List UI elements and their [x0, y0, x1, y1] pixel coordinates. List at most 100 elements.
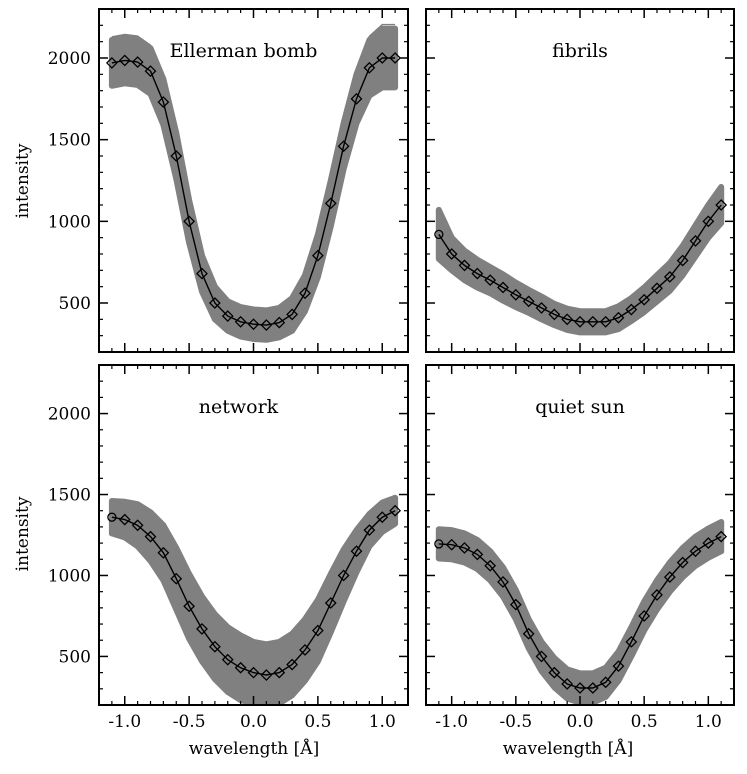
data-point — [286, 658, 299, 671]
x-tick-label: 0.0 — [240, 712, 267, 732]
data-point — [715, 530, 728, 543]
data-point — [445, 538, 458, 551]
data-point — [221, 310, 234, 322]
panel-title: fibrils — [552, 40, 608, 62]
x-tick-label: 0.0 — [566, 712, 593, 732]
data-point — [131, 519, 144, 532]
data-point — [144, 530, 157, 543]
individual-profile — [111, 503, 396, 660]
data-point — [471, 548, 484, 561]
data-point — [157, 96, 170, 109]
panel-title: quiet sun — [535, 396, 625, 418]
panel-bottom-left: -1.0 -0.5 0.0 0.5 1.0 500 1000 1500 2000 network — [48, 364, 409, 732]
data-point — [324, 597, 337, 609]
data-point — [434, 539, 444, 549]
x-tick-label: -1.0 — [108, 712, 141, 732]
individual-profile — [111, 43, 396, 319]
individual-profile — [438, 527, 722, 681]
data-point — [651, 282, 663, 295]
data-point — [260, 319, 273, 331]
profile-spread-band — [108, 25, 399, 343]
individual-profile — [111, 497, 396, 647]
y-tick-label: 1000 — [48, 212, 91, 232]
data-point — [548, 308, 561, 321]
data-point — [118, 513, 131, 526]
y-tick-label: 500 — [59, 647, 91, 667]
x-tick-label: -0.5 — [173, 712, 206, 732]
data-point — [689, 545, 702, 558]
data-point — [350, 545, 363, 558]
y-tick-label: 500 — [59, 294, 91, 314]
individual-profile — [111, 77, 396, 337]
individual-profile — [438, 525, 722, 678]
x-tick-label: 1.0 — [369, 712, 396, 732]
panel-title: network — [199, 396, 279, 418]
data-point — [484, 274, 497, 287]
data-point — [389, 504, 402, 517]
y-axis-label-bottom: intensity — [13, 496, 33, 571]
x-axis-label-right: wavelength [Å] — [503, 738, 633, 759]
data-point — [586, 682, 599, 694]
data-point — [522, 627, 535, 640]
individual-profile — [438, 201, 722, 321]
individual-profile — [111, 23, 396, 309]
data-point — [260, 669, 273, 681]
individual-profile — [438, 537, 722, 690]
data-point — [221, 653, 234, 666]
y-tick-label: 2000 — [48, 49, 91, 69]
data-point — [196, 267, 208, 280]
data-point — [107, 512, 117, 522]
data-point — [183, 215, 196, 228]
x-tick-label: -1.0 — [435, 712, 468, 732]
data-point — [599, 676, 612, 689]
data-point — [509, 288, 522, 301]
data-point — [471, 267, 484, 280]
individual-profile — [111, 35, 396, 315]
data-point — [311, 249, 324, 262]
data-point — [170, 150, 183, 162]
data-point — [363, 524, 376, 537]
data-point — [612, 660, 625, 673]
data-point — [311, 624, 324, 637]
data-point — [337, 140, 350, 153]
x-tick-label: 0.5 — [631, 712, 658, 732]
data-point — [286, 308, 299, 321]
data-point — [612, 311, 625, 324]
individual-profile — [438, 190, 722, 315]
panel-title: Ellerman bomb — [170, 40, 318, 62]
y-tick-label: 1000 — [48, 566, 91, 586]
data-point — [535, 301, 548, 314]
data-point — [484, 559, 497, 572]
individual-profile — [438, 216, 722, 330]
data-point — [118, 54, 131, 67]
data-point — [509, 598, 522, 611]
data-point — [273, 666, 286, 679]
data-point — [157, 546, 170, 559]
data-point — [663, 270, 676, 283]
data-point — [535, 650, 548, 663]
y-axis-label-top: intensity — [13, 143, 33, 218]
mean-profile-line — [111, 57, 396, 326]
data-point — [234, 661, 247, 674]
data-point — [208, 640, 221, 653]
data-point — [376, 52, 389, 64]
x-tick-label: -0.5 — [499, 712, 532, 732]
x-axis-label-left: wavelength [Å] — [189, 738, 319, 759]
data-point — [131, 56, 144, 69]
data-point — [299, 287, 311, 300]
data-point — [337, 569, 350, 582]
data-point — [702, 215, 715, 228]
data-point — [522, 295, 535, 308]
data-point — [625, 635, 638, 648]
panel-bottom-right: -1.0 -0.5 0.0 0.5 1.0 quiet sun — [425, 364, 735, 732]
data-point — [299, 644, 311, 656]
data-point — [458, 259, 471, 272]
panel-top-left: 500 1000 1500 2000 Ellerman bomb — [48, 8, 409, 353]
plot-area — [434, 184, 728, 336]
data-point — [638, 293, 651, 306]
data-point — [651, 588, 663, 601]
data-point — [324, 197, 337, 210]
data-point — [170, 572, 183, 585]
data-point — [676, 254, 689, 267]
